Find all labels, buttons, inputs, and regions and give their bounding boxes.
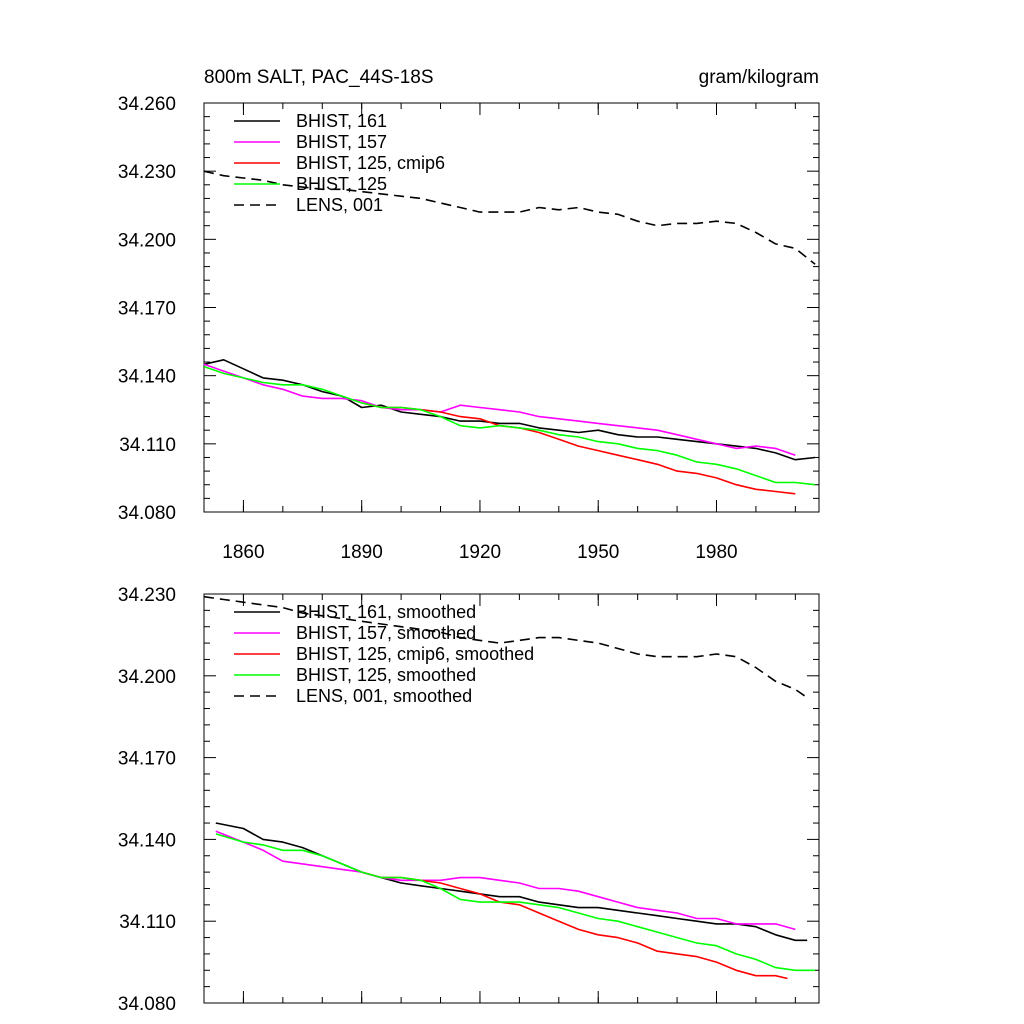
legend-label: BHIST, 161, smoothed	[296, 602, 476, 622]
y-tick-label: 34.170	[118, 749, 176, 770]
x-tick-label: 1920	[459, 542, 501, 563]
legend-label: BHIST, 125, cmip6	[296, 153, 445, 173]
x-tick-label: 1950	[577, 542, 619, 563]
x-tick-label: 1860	[222, 542, 264, 563]
top-panel: 34.080 34.110 34.140 34.170 34.200 34.230 34.2…	[118, 67, 820, 563]
x-tick-label: 1890	[341, 542, 383, 563]
legend-label: BHIST, 157, smoothed	[296, 623, 476, 643]
y-tick-label: 34.200	[118, 667, 176, 688]
y-tick-label: 34.230	[118, 162, 176, 183]
y-tick-label: 34.110	[119, 912, 176, 933]
bottom-panel: 34.080 34.110 34.140 34.170 34.200 34.230 BHIS…	[118, 585, 820, 1015]
legend-label: LENS, 001	[296, 195, 383, 215]
y-tick-label: 34.200	[118, 230, 176, 251]
y-tick-label: 34.170	[118, 299, 176, 320]
y-tick-label: 34.230	[118, 585, 176, 606]
y-tick-label: 34.080	[118, 994, 176, 1015]
y-tick-label: 34.140	[118, 830, 176, 851]
units-label: gram/kilogram	[699, 67, 819, 88]
series-line	[203, 595, 808, 699]
series-line	[215, 833, 816, 972]
legend-label: BHIST, 125, cmip6, smoothed	[296, 644, 534, 664]
series-line	[203, 363, 796, 456]
y-tick-label: 34.140	[118, 367, 176, 388]
series-line	[203, 365, 816, 486]
y-tick-label: 34.260	[118, 94, 176, 115]
x-tick-label: 1980	[695, 542, 737, 563]
legend-label: BHIST, 157	[296, 132, 387, 152]
legend-label: BHIST, 125, smoothed	[296, 665, 476, 685]
chart-title: 800m SALT, PAC_44S-18S	[204, 67, 434, 88]
legend-label: BHIST, 161	[296, 111, 387, 131]
series-line	[203, 170, 816, 265]
series-line	[361, 402, 796, 495]
series-line	[215, 830, 796, 931]
legend-label: LENS, 001, smoothed	[296, 686, 472, 706]
y-tick-label: 34.080	[118, 503, 176, 524]
legend-label: BHIST, 125	[296, 174, 387, 194]
series-line	[361, 871, 788, 980]
plot-frame	[203, 593, 820, 1004]
y-tick-label: 34.110	[119, 435, 176, 456]
